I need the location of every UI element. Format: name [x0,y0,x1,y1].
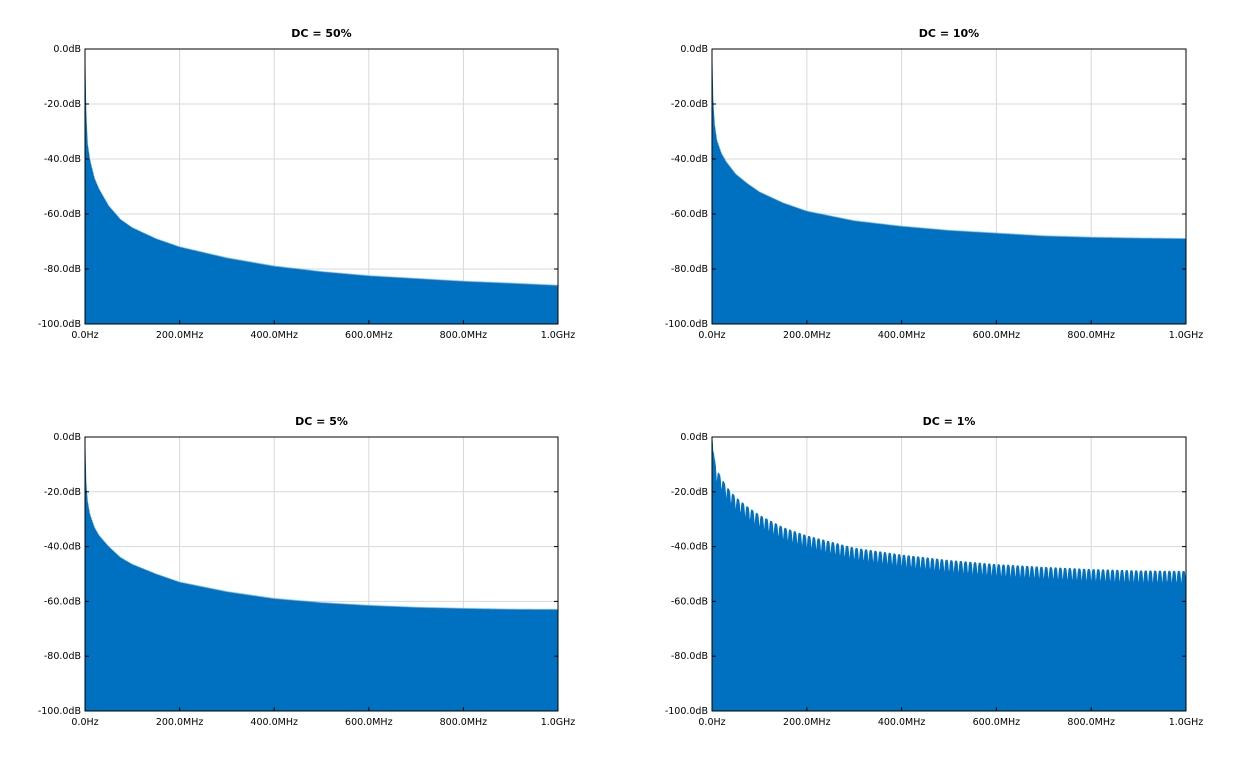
x-tick-label: 800.0MHz [440,717,488,728]
y-tick-label: -80.0dB [44,264,81,275]
y-tick-label: -40.0dB [44,542,81,553]
y-tick-label: -20.0dB [44,99,81,110]
x-tick-label: 1.0GHz [541,330,576,341]
y-tick-label: -60.0dB [671,209,708,220]
x-tick-label: 600.0MHz [973,330,1021,341]
y-tick-label: 0.0dB [680,44,708,55]
x-tick-label: 600.0MHz [973,717,1021,728]
y-tick-label: -40.0dB [671,542,708,553]
chart-panel-4: DC = 1% 0.0Hz 200.0MHz 400.0MHz 600.0MHz 800.… [665,415,1203,728]
chart-title: DC = 1% [923,415,976,428]
y-tick-label: -60.0dB [44,209,81,220]
x-tick-label: 800.0MHz [1067,330,1115,341]
y-tick-label: 0.0dB [680,432,708,443]
chart-panel-3: DC = 5% 0.0Hz 200.0MHz 400.0MHz 600.0MHz 800.… [38,415,575,728]
x-tick-label: 1.0GHz [1169,717,1204,728]
x-tick-label: 0.0Hz [71,330,98,341]
spectrum-area [84,48,559,325]
chart-panel-1: DC = 50% 0.0Hz 200.0MHz 400.0MHz 600.0MHz 800… [38,27,575,341]
plot-frame [711,48,1187,325]
x-tick-label: 200.0MHz [156,330,204,341]
y-tick-label: -80.0dB [671,264,708,275]
plot-frame [711,436,1187,712]
y-tick-label: -60.0dB [44,596,81,607]
y-tick-label: -40.0dB [44,154,81,165]
x-tick-label: 600.0MHz [345,717,393,728]
y-tick-label: -60.0dB [671,596,708,607]
x-tick-label: 400.0MHz [250,717,298,728]
x-tick-label: 200.0MHz [156,717,204,728]
spectrum-area [711,48,1187,325]
x-tick-label: 400.0MHz [878,717,926,728]
y-tick-label: -20.0dB [44,487,81,498]
y-tick-label: -100.0dB [38,706,81,717]
y-tick-label: -100.0dB [38,319,81,330]
y-tick-label: -100.0dB [665,319,708,330]
chart-title: DC = 50% [291,27,351,40]
x-tick-label: 800.0MHz [1067,717,1115,728]
y-tick-label: 0.0dB [53,432,81,443]
y-tick-label: -100.0dB [665,706,708,717]
chart-panel-2: DC = 10% 0.0Hz 200.0MHz 400.0MHz 600.0MHz 800… [665,27,1203,341]
y-tick-label: -20.0dB [671,99,708,110]
y-tick-label: -80.0dB [671,651,708,662]
plot-frame [84,436,559,712]
x-tick-label: 400.0MHz [250,330,298,341]
y-tick-label: -40.0dB [671,154,708,165]
x-tick-label: 0.0Hz [698,330,725,341]
y-tick-label: 0.0dB [53,44,81,55]
x-tick-label: 800.0MHz [440,330,488,341]
x-tick-label: 400.0MHz [878,330,926,341]
chart-title: DC = 5% [295,415,348,428]
x-tick-label: 0.0Hz [71,717,98,728]
chart-title: DC = 10% [919,27,979,40]
spectrum-area [84,436,559,712]
x-tick-label: 1.0GHz [541,717,576,728]
spectrum-area [711,436,1187,712]
x-tick-label: 0.0Hz [698,717,725,728]
y-tick-label: -80.0dB [44,651,81,662]
plot-frame [84,48,559,325]
x-tick-label: 600.0MHz [345,330,393,341]
x-tick-label: 200.0MHz [783,330,831,341]
y-tick-label: -20.0dB [671,487,708,498]
x-tick-label: 1.0GHz [1169,330,1204,341]
x-tick-label: 200.0MHz [783,717,831,728]
